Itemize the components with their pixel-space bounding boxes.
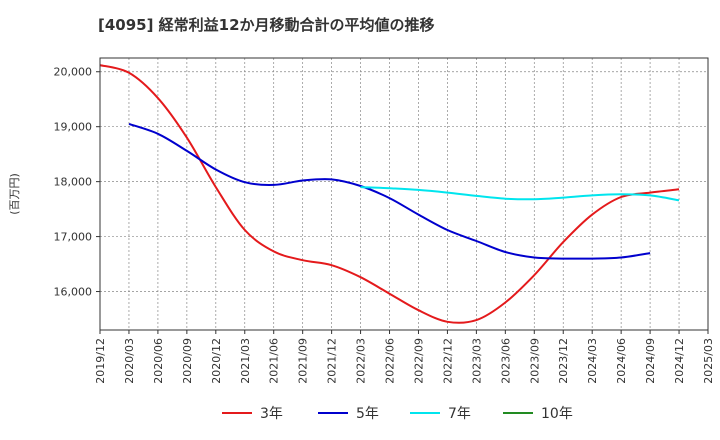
legend-label: 5年: [356, 406, 379, 422]
x-tick-label: 2023/06: [499, 338, 512, 384]
x-tick-label: 2023/12: [557, 338, 570, 384]
x-tick-label: 2021/06: [268, 338, 281, 384]
legend: 3年 5年 7年 10年: [222, 406, 573, 422]
y-axis-label: (百万円): [8, 173, 21, 215]
grid: [100, 58, 708, 330]
plot-frame: [99, 57, 709, 331]
axes: 16,000 17,000 18,000 19,000 20,000 2019/12 202…: [54, 57, 715, 384]
x-tick-label: 2020/06: [152, 338, 165, 384]
x-tick-label: 2024/12: [673, 338, 686, 384]
x-tick-label: 2021/12: [326, 338, 339, 384]
x-tick-label: 2024/06: [615, 338, 628, 384]
x-tick-label: 2022/03: [355, 338, 368, 384]
y-tick-label: 16,000: [54, 286, 93, 299]
x-tick-label: 2022/06: [384, 338, 397, 384]
y-tick-label: 17,000: [54, 231, 93, 244]
y-tick-label: 18,000: [54, 176, 93, 189]
x-tick-label: 2022/09: [412, 338, 425, 384]
series-layer: [99, 64, 680, 324]
x-tick-label: 2020/03: [123, 338, 136, 384]
legend-label: 7年: [448, 406, 471, 422]
x-tick-label: 2019/12: [94, 338, 107, 384]
series-line-2: [360, 186, 680, 202]
legend-label: 10年: [541, 406, 573, 422]
x-tick-label: 2020/09: [181, 338, 194, 384]
y-tick-label: 20,000: [54, 66, 93, 79]
series-line-1: [128, 122, 651, 260]
series-line-0: [99, 64, 680, 324]
y-tick-label: 19,000: [54, 121, 93, 134]
chart-title: [4095] 経常利益12か月移動合計の平均値の推移: [98, 16, 435, 34]
x-tick-label: 2023/03: [470, 338, 483, 384]
x-tick-label: 2020/12: [210, 338, 223, 384]
x-tick-label: 2024/09: [644, 338, 657, 384]
legend-label: 3年: [260, 406, 283, 422]
x-tick-label: 2021/03: [239, 338, 252, 384]
x-tick-label: 2023/09: [528, 338, 541, 384]
x-tick-label: 2021/09: [297, 338, 310, 384]
x-tick-label: 2022/12: [441, 338, 454, 384]
x-tick-label: 2025/03: [702, 338, 715, 384]
x-tick-label: 2024/03: [586, 338, 599, 384]
